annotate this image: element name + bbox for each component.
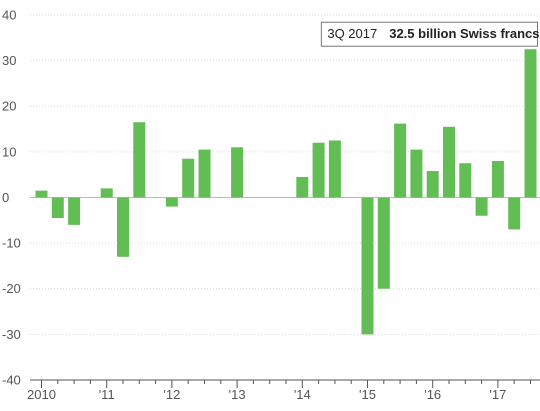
x-tick-label: '14 [294, 387, 311, 402]
x-tick-label: '13 [229, 387, 246, 402]
x-tick-label: '16 [424, 387, 441, 402]
x-tick-label: '17 [489, 387, 506, 402]
y-tick-label: 0 [2, 190, 9, 205]
bar [182, 158, 195, 198]
bar [361, 197, 374, 335]
x-tick-label: '11 [99, 387, 115, 402]
bar [198, 149, 211, 198]
y-tick-label: 30 [2, 53, 16, 68]
x-axis: 2010 '11 '12 '13 '14 '15 '16 '17 [27, 379, 540, 402]
y-tick-label: -20 [2, 281, 21, 296]
bar [443, 126, 455, 198]
bar [100, 188, 113, 198]
bar [231, 147, 244, 198]
bar [117, 197, 129, 257]
bar [377, 197, 390, 289]
bar [426, 171, 439, 198]
bar [475, 197, 488, 216]
callout-box [320, 21, 538, 47]
bars [35, 49, 537, 335]
bar [296, 176, 309, 198]
y-tick-label: -40 [2, 372, 21, 387]
bar [165, 197, 178, 207]
y-tick-label: -10 [2, 236, 21, 251]
y-tick-labels: 40 30 20 10 0 -10 -20 -30 -40 [2, 7, 21, 387]
bar [51, 197, 64, 219]
bar [312, 142, 325, 198]
callout-text: 3Q 2017 32.5 billion Swiss francs [327, 26, 539, 43]
x-tick-label: 2010 [27, 387, 56, 402]
bar [508, 197, 521, 230]
bar [394, 123, 407, 198]
bar [35, 190, 48, 198]
bar [459, 163, 472, 198]
y-tick-label: 10 [2, 144, 16, 159]
bar [133, 122, 146, 198]
value-callout: 3Q 2017 32.5 billion Swiss francs [320, 21, 540, 47]
bar [328, 140, 341, 198]
y-tick-label: 20 [2, 99, 16, 114]
x-tick-label: '12 [163, 387, 180, 402]
y-tick-label: -30 [2, 327, 21, 342]
y-tick-label: 40 [2, 7, 16, 22]
bar [491, 161, 504, 198]
callout-period: 3Q 2017 [327, 27, 377, 42]
bar [524, 49, 537, 198]
bar [410, 149, 423, 198]
bar [68, 197, 81, 225]
callout-value: 32.5 billion Swiss francs [389, 27, 539, 42]
x-tick-label: '15 [359, 387, 376, 402]
gridlines [30, 14, 540, 335]
